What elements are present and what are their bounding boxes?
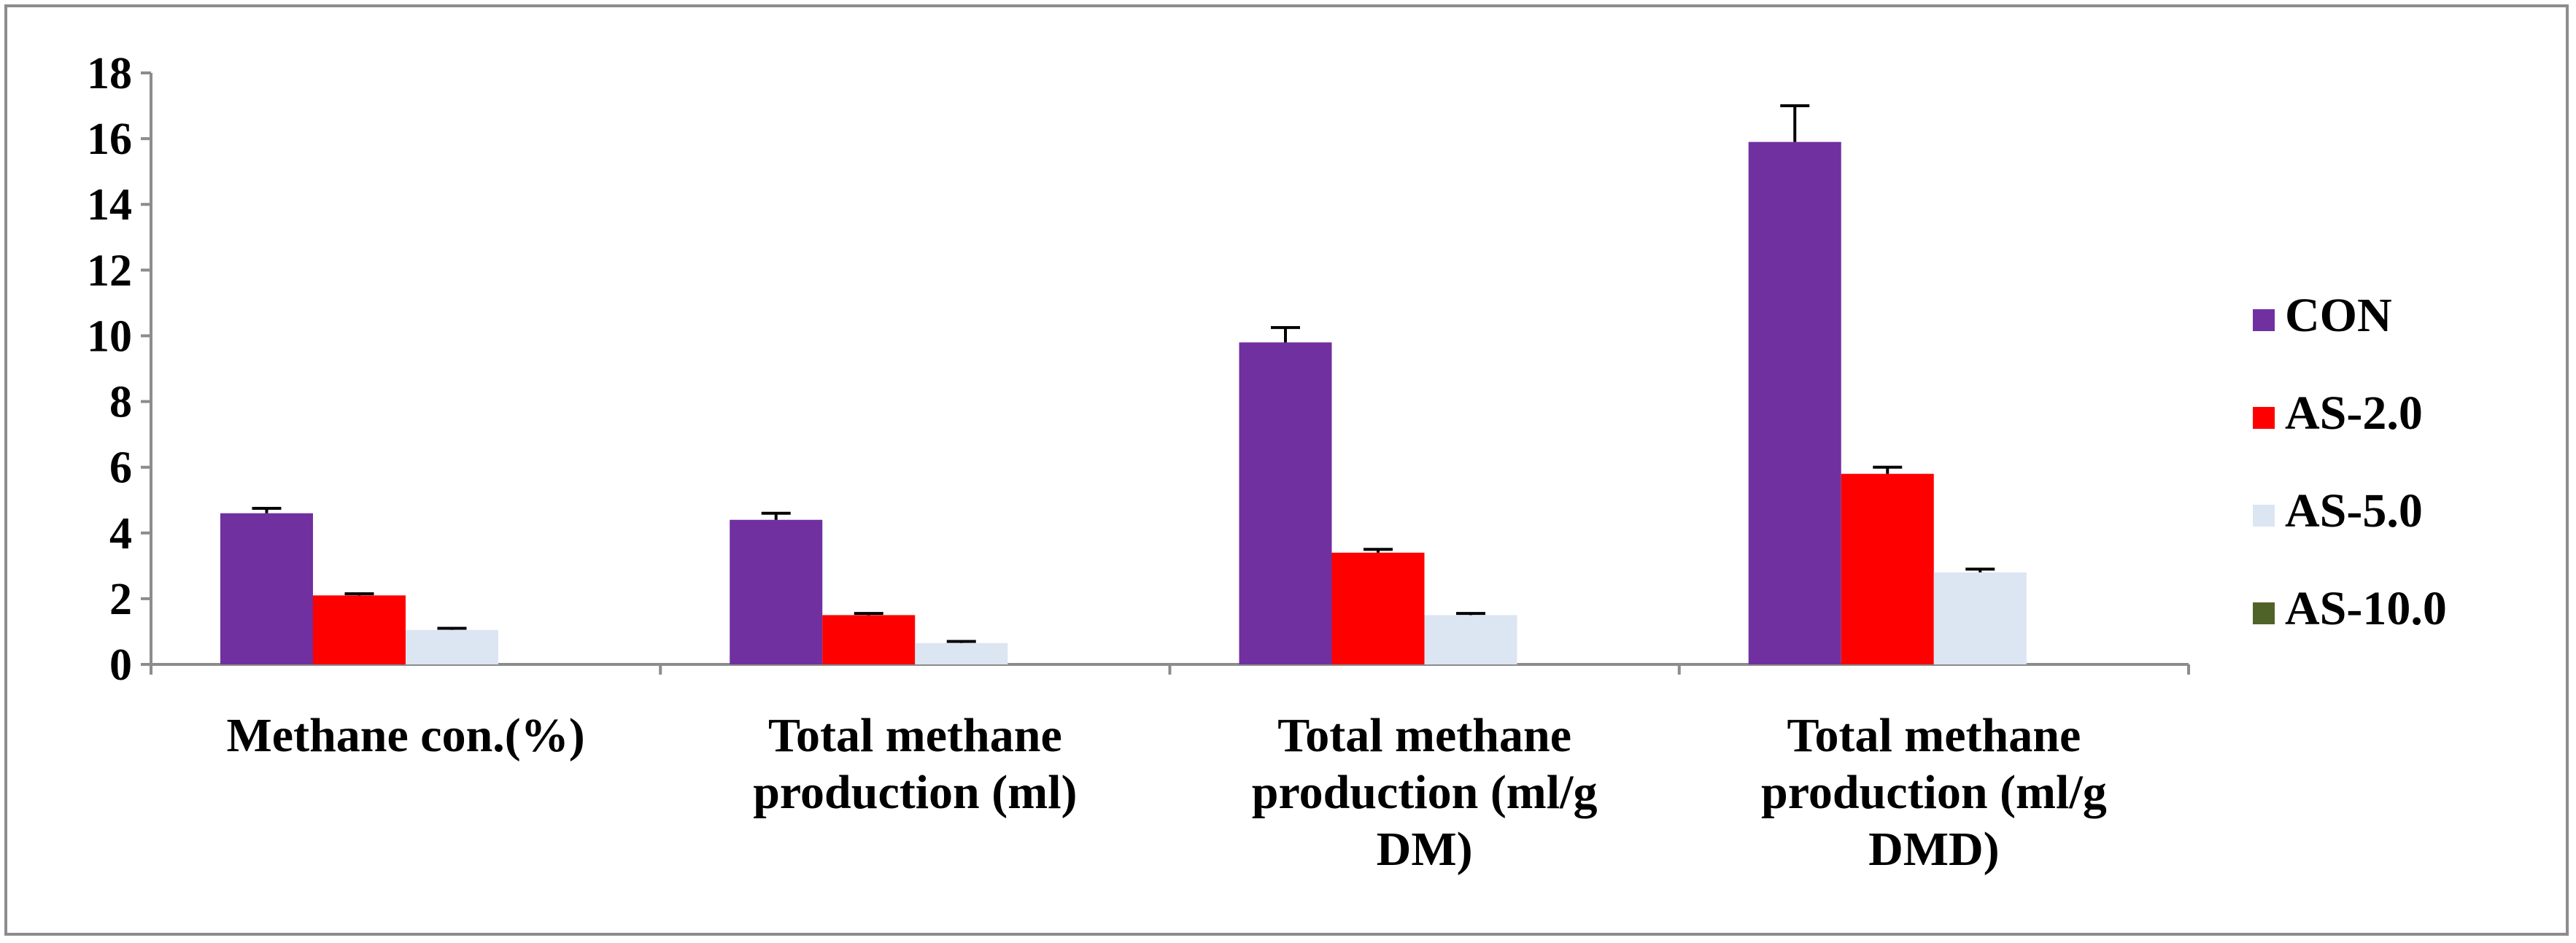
- legend-label-as-2-0: AS-2.0: [2285, 387, 2423, 440]
- y-tick-label: 10: [87, 311, 132, 361]
- bar-as-2-0-1: [822, 615, 916, 664]
- legend-swatch-as-5-0: [2253, 505, 2275, 527]
- bar-as-5-0-0: [406, 629, 498, 664]
- y-tick-label: 0: [109, 640, 132, 690]
- legend-swatch-as-2-0: [2253, 407, 2275, 429]
- bar-con-1: [730, 519, 823, 664]
- bars-layer: [220, 141, 2027, 664]
- bar-con-2: [1239, 342, 1332, 664]
- bar-as-5-0-3: [1933, 572, 2027, 664]
- legend: CON AS-2.0 AS-5.0 AS-10.0: [2253, 289, 2447, 635]
- category-label-3: Total methane production (ml/g DMD): [1761, 709, 2107, 876]
- y-tick-label: 16: [87, 115, 132, 164]
- y-tick-label: 18: [87, 49, 132, 98]
- bar-as-2-0-2: [1331, 552, 1425, 664]
- category-label-line: production (ml/g: [1761, 766, 2107, 819]
- category-label-0: Methane con.(%): [227, 709, 585, 762]
- y-tick-label: 8: [109, 378, 132, 427]
- bar-as-2-0-3: [1841, 473, 1934, 664]
- bar-con-0: [220, 513, 313, 664]
- category-label-line: Total methane: [1277, 709, 1571, 762]
- category-label-1: Total methane production (ml): [753, 709, 1077, 819]
- y-tick-label: 12: [87, 246, 132, 295]
- category-labels: Methane con.(%) Total methane production (…: [227, 709, 2107, 876]
- category-label-line: Total methane: [768, 709, 1062, 762]
- category-label-line: DM): [1377, 823, 1473, 876]
- bar-as-2-0-0: [313, 595, 406, 664]
- legend-swatch-con: [2253, 309, 2275, 331]
- category-label-line: DMD): [1868, 823, 2000, 876]
- y-tick-label: 6: [109, 443, 132, 493]
- y-tick-labels: 0 2 4 6 8 10 12 14 16 18: [87, 49, 132, 690]
- y-tick-label: 2: [109, 575, 132, 624]
- legend-label-as-10-0: AS-10.0: [2285, 582, 2447, 635]
- category-label-2: Total methane production (ml/g DM): [1252, 709, 1598, 876]
- bar-con-3: [1748, 141, 1841, 664]
- category-label-line: Methane con.(%): [227, 709, 585, 762]
- category-label-line: production (ml/g: [1252, 766, 1598, 819]
- bar-as-5-0-1: [915, 643, 1008, 664]
- y-tick-label: 14: [87, 180, 132, 230]
- legend-swatch-as-10-0: [2253, 602, 2275, 624]
- category-label-line: Total methane: [1787, 709, 2081, 762]
- error-bars-layer: [252, 104, 1995, 643]
- category-label-line: production (ml): [753, 766, 1077, 819]
- legend-label-con: CON: [2285, 289, 2392, 342]
- y-tick-label: 4: [109, 509, 132, 559]
- legend-label-as-5-0: AS-5.0: [2285, 484, 2423, 538]
- bar-as-5-0-2: [1424, 615, 1517, 664]
